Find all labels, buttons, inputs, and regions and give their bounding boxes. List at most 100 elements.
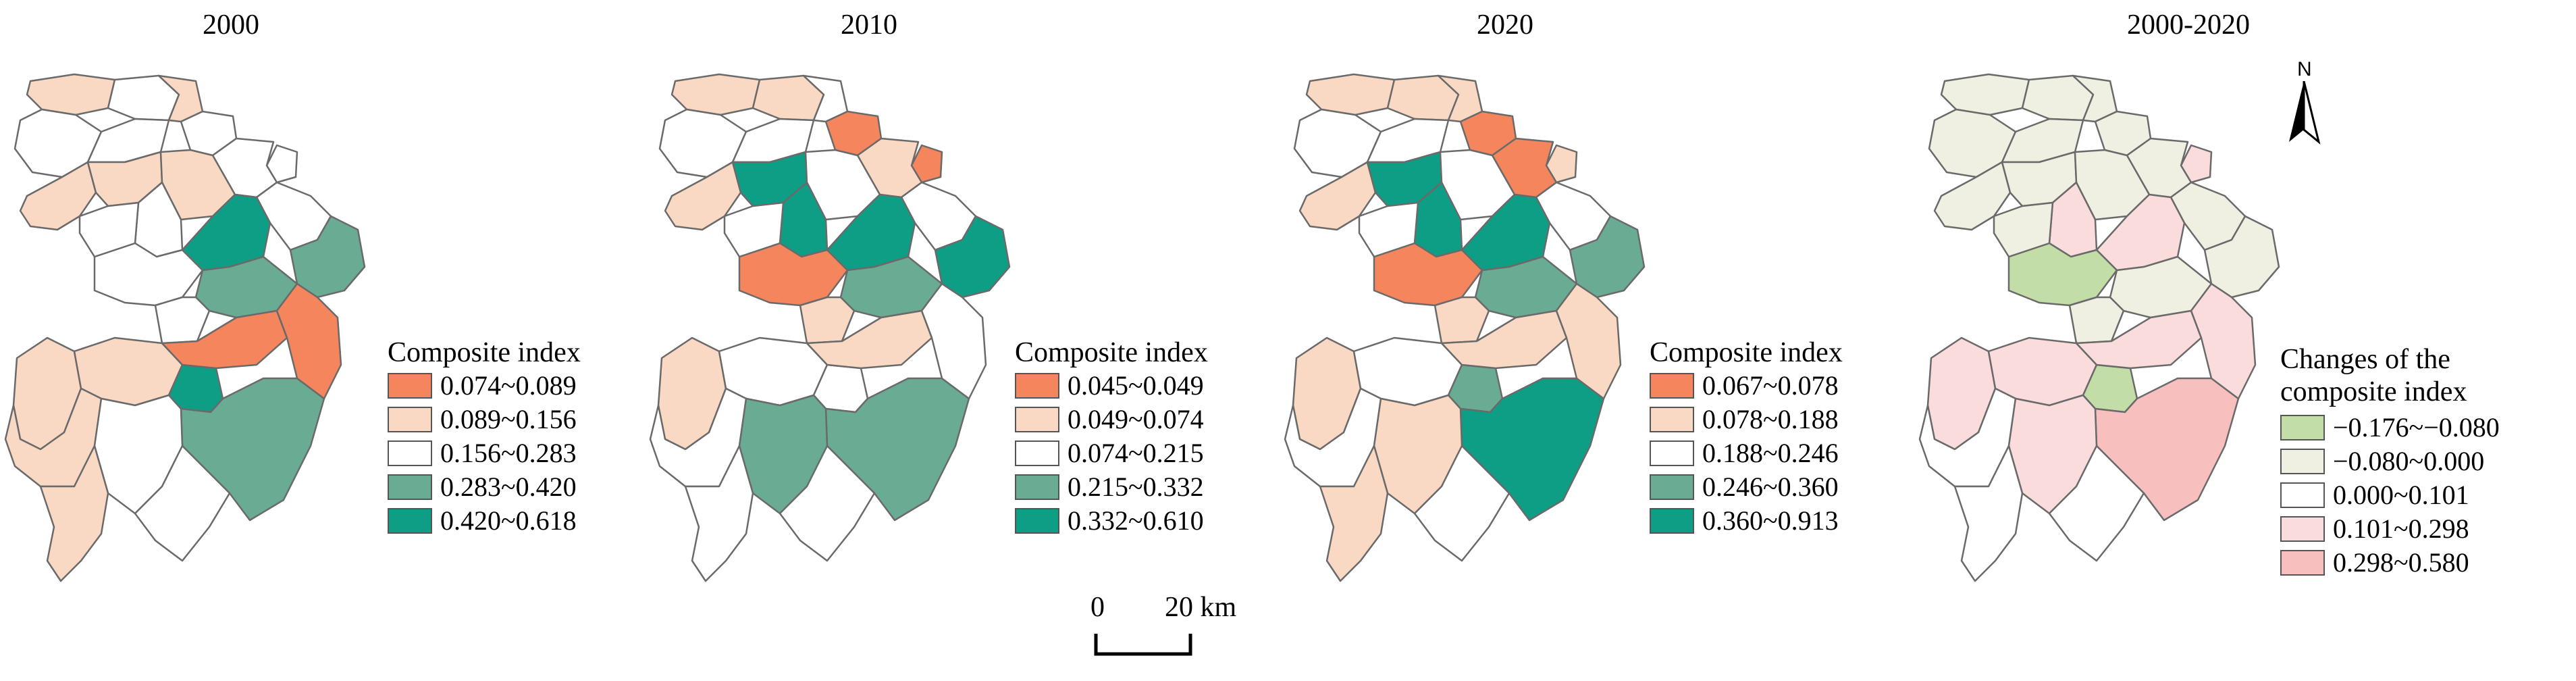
legend-label: 0.420~0.618 [440,505,577,536]
district-polygon [1440,309,1568,370]
legend-swatch [1015,407,1059,432]
legend-swatch [2280,449,2325,474]
district-polygon [723,201,785,258]
legend-item: 0.332~0.610 [1015,504,1208,538]
legend-swatch [388,508,432,534]
legend-item: −0.176~−0.080 [2280,411,2500,445]
district-polygon [920,282,987,400]
legend-item: 0.298~0.580 [2280,546,2500,580]
legend-label: 0.283~0.420 [440,472,577,502]
north-arrow: N [2282,58,2336,153]
legend-item: −0.080~0.000 [2280,445,2500,478]
legend-item: 0.101~0.298 [2280,512,2500,546]
map-panel-2010: 2010 Composite index 0.045~0.049 0.049~0… [645,0,1280,681]
district-polygon [1953,445,2024,582]
legend-label: 0.078~0.188 [1702,404,1839,434]
legend: Composite index 0.045~0.049 0.049~0.074 … [1015,336,1208,538]
legend-label: 0.101~0.298 [2333,513,2469,544]
district-polygon [1940,73,2030,116]
district-polygon [26,73,116,116]
legend-item: 0.045~0.049 [1015,369,1208,403]
district-polygon [1358,201,1419,258]
district-polygon [134,445,231,562]
legend-swatch [1015,440,1059,466]
legend-title: Composite index [388,337,581,368]
legend-swatch [388,373,432,399]
scale-bar-line [1094,634,1192,656]
legend-item: 0.156~0.283 [388,436,581,470]
district-polygon [78,201,140,258]
district-polygon [1555,282,1622,400]
legend-label: 0.188~0.246 [1702,438,1839,468]
map-panel-2020: 2020 Composite index 0.067~0.078 0.078~0… [1280,0,1914,681]
legend-item: 0.283~0.420 [388,470,581,504]
district-map [4,73,366,582]
district-polygon [738,242,849,307]
district-polygon [684,445,754,582]
district-polygon [671,73,761,116]
legend-label: 0.067~0.078 [1702,370,1839,401]
legend-item: 0.074~0.089 [388,369,581,403]
legend-label: 0.156~0.283 [440,438,577,468]
legend-label: −0.080~0.000 [2333,446,2485,476]
legend-title-line2: composite index [2280,376,2467,407]
legend-swatch [1650,407,1694,432]
district-polygon [799,296,856,345]
legend-label: 0.360~0.913 [1702,505,1839,536]
district-polygon [2068,296,2125,345]
legend-label: 0.000~0.101 [2333,480,2469,510]
legend-swatch [388,407,432,432]
district-map [1284,73,1646,582]
legend-item: 0.360~0.913 [1650,504,1843,538]
legend-item: 0.067~0.078 [1650,369,1843,403]
district-polygon [806,309,933,370]
legend: Composite index 0.074~0.089 0.089~0.156 … [388,336,581,538]
legend-item: 0.000~0.101 [2280,478,2500,512]
map-panel-change: 2000-2020 N Changes of the composite ind… [1914,0,2576,681]
scale-bar: 0 20 km [1077,592,1253,673]
legend-item: 0.215~0.332 [1015,470,1208,504]
legend-swatch [2280,550,2325,576]
district-polygon [1373,242,1483,307]
legend-swatch [388,440,432,466]
legend: Changes of the composite index −0.176~−0… [2280,343,2500,580]
district-polygon [1413,445,1510,562]
legend-swatch [1015,373,1059,399]
legend-label: 0.298~0.580 [2333,547,2469,578]
legend-swatch [2280,415,2325,440]
legend-title: Composite index [1015,337,1208,368]
legend-swatch [1015,508,1059,534]
scale-label-end: 20 km [1165,592,1237,623]
legend-swatch [1650,508,1694,534]
legend-item: 0.074~0.215 [1015,436,1208,470]
panel-title: 2000 [203,9,259,41]
district-polygon [1305,73,1396,116]
panel-title: 2000-2020 [2127,9,2250,41]
district-polygon [1993,201,2054,258]
legend-item: 0.089~0.156 [388,403,581,436]
legend-swatch [2280,482,2325,508]
legend-label: 0.074~0.089 [440,370,577,401]
legend-item: 0.246~0.360 [1650,470,1843,504]
legend-item: 0.188~0.246 [1650,436,1843,470]
legend-label: 0.089~0.156 [440,404,577,434]
legend: Composite index 0.067~0.078 0.078~0.188 … [1650,336,1843,538]
district-polygon [161,309,288,370]
district-polygon [2048,445,2145,562]
panel-title: 2010 [841,9,897,41]
district-polygon [93,242,204,307]
panel-title: 2020 [1477,9,1533,41]
legend-item: 0.078~0.188 [1650,403,1843,436]
district-polygon [2075,309,2203,370]
north-label: N [2297,58,2312,80]
district-polygon [2190,282,2257,400]
district-map [1918,73,2280,582]
district-polygon [39,445,109,582]
legend-label: 0.215~0.332 [1068,472,1204,502]
district-polygon [779,445,876,562]
legend-item: 0.049~0.074 [1015,403,1208,436]
north-arrow-icon [2289,81,2321,145]
district-polygon [154,296,211,345]
legend-swatch [1650,440,1694,466]
legend-swatch [388,474,432,500]
